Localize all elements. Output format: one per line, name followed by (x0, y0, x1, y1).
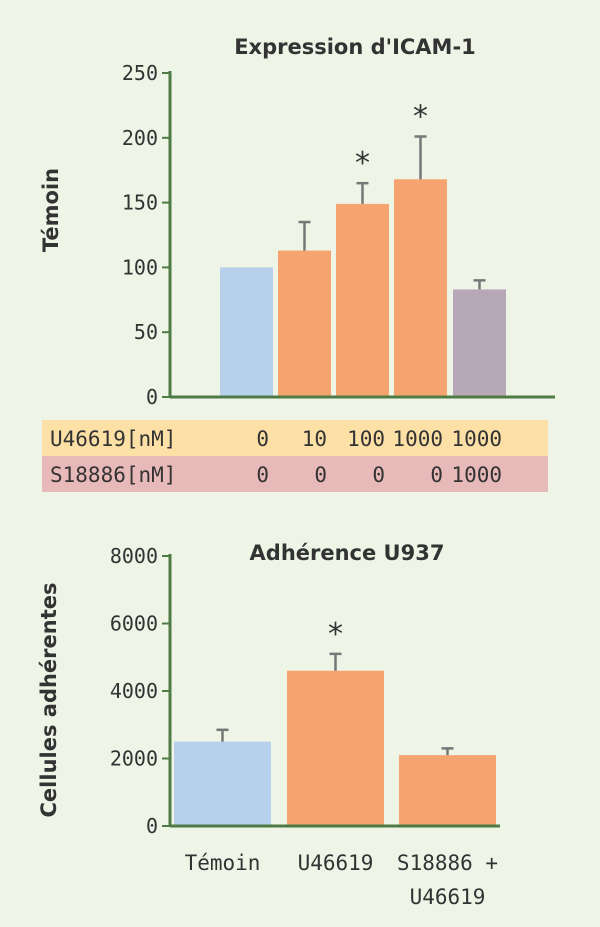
y-tick-label: 250 (122, 61, 158, 85)
bar (336, 203, 389, 397)
chart-title: Expression d'ICAM-1 (234, 35, 476, 59)
y-tick-label: 50 (134, 320, 158, 344)
significance-star: * (413, 100, 428, 135)
condition-value: 10 (302, 427, 327, 451)
condition-value: 0 (314, 463, 327, 487)
condition-row (42, 420, 548, 456)
y-tick-label: 8000 (110, 544, 158, 568)
condition-value: 1000 (392, 427, 443, 451)
x-category-label: Témoin (185, 851, 261, 875)
condition-value: 1000 (451, 463, 502, 487)
y-tick-label: 100 (122, 255, 158, 279)
bar (278, 250, 331, 397)
y-tick-label: 4000 (110, 679, 158, 703)
significance-star: * (328, 617, 343, 652)
y-tick-label: 2000 (110, 747, 158, 771)
condition-value: 0 (256, 427, 269, 451)
y-tick-label: 0 (146, 814, 158, 838)
condition-row-label: U46619[nM] (50, 427, 176, 451)
condition-value: 0 (430, 463, 443, 487)
condition-value: 0 (372, 463, 385, 487)
chart-title: Adhérence U937 (250, 541, 445, 565)
condition-value: 1000 (451, 427, 502, 451)
significance-star: * (355, 146, 370, 181)
x-category-label: U46619 (298, 851, 374, 875)
bar (220, 267, 273, 397)
condition-row (42, 456, 548, 492)
bar (394, 179, 447, 397)
y-axis-label: Cellules adhérentes (37, 583, 61, 818)
y-tick-label: 200 (122, 126, 158, 150)
x-category-label: U46619 (410, 885, 486, 909)
bar (399, 755, 496, 826)
y-tick-label: 150 (122, 191, 158, 215)
bar (453, 289, 506, 397)
y-axis-label: Témoin (39, 168, 63, 252)
condition-value: 100 (347, 427, 385, 451)
x-category-label: S18886 + (397, 851, 498, 875)
bar (174, 741, 271, 826)
y-tick-label: 6000 (110, 612, 158, 636)
condition-value: 0 (256, 463, 269, 487)
condition-row-label: S18886[nM] (50, 463, 176, 487)
bar (287, 670, 384, 826)
y-tick-label: 0 (146, 385, 158, 409)
